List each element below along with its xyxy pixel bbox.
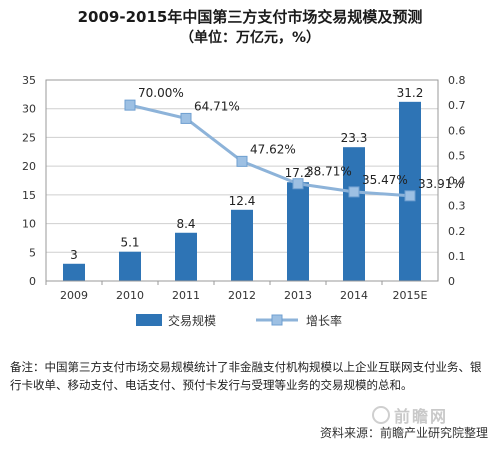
left-tick-label: 15	[22, 189, 36, 202]
right-tick-label: 0.6	[448, 124, 466, 137]
left-tick-label: 0	[29, 275, 36, 288]
legend-bar-swatch	[136, 314, 162, 326]
x-tick-label: 2009	[60, 289, 88, 302]
line-value-label: 33.91%	[418, 177, 464, 191]
source-note: 资料来源：前瞻产业研究院整理	[319, 426, 488, 440]
legend-line-marker	[271, 314, 283, 326]
left-tick-label: 35	[22, 74, 36, 87]
left-tick-label: 30	[22, 103, 36, 116]
bar-value-label: 8.4	[176, 217, 195, 231]
line-series: 70.00% 64.71% 47.62% 38.71% 35.47% 33.91%	[124, 86, 464, 202]
bar-series: 3 5.1 8.4 12.4 17.2 23.3 31.2	[63, 86, 423, 281]
line-value-label: 64.71%	[194, 99, 240, 113]
chart-area: 3 5.1 8.4 12.4 17.2 23.3 31.2 70.00% 64.71% 47.6…	[22, 74, 466, 328]
x-tick-label: 2010	[116, 289, 144, 302]
bar	[231, 209, 253, 281]
right-tick-label: 0.7	[448, 99, 466, 112]
bar	[287, 182, 309, 281]
bar-value-label: 5.1	[120, 236, 139, 250]
right-tick-label: 0.4	[448, 175, 466, 188]
left-tick-label: 5	[29, 246, 36, 259]
plot-border	[45, 79, 439, 282]
x-tick-label: 2014	[340, 289, 368, 302]
line-value-label: 38.71%	[306, 165, 352, 179]
legend-line-label: 增长率	[306, 313, 342, 328]
growth-line	[129, 103, 411, 198]
right-tick-label: 0.1	[448, 250, 466, 263]
right-tick-label: 0.3	[448, 200, 466, 213]
left-tick-label: 25	[22, 131, 36, 144]
line-value-label: 35.47%	[362, 173, 408, 187]
x-tick-label: 2013	[284, 289, 312, 302]
bar-value-label: 12.4	[229, 194, 256, 208]
right-tick-label: 0.5	[448, 149, 466, 162]
legend-bar-label: 交易规模	[168, 313, 216, 328]
x-tick-label: 2011	[172, 289, 200, 302]
line-value-label: 70.00%	[138, 86, 184, 100]
legend: 交易规模 增长率	[136, 313, 342, 328]
left-tick-label: 20	[22, 160, 36, 173]
bar	[119, 251, 141, 281]
bar	[63, 263, 85, 281]
line-point	[348, 186, 360, 198]
line-point	[404, 190, 416, 202]
axes: 0 5 10 15 20 25 30 35 0 0.1 0.2 0.3 0.4 0.5 0.6 0.7 0.8 2…	[22, 74, 466, 302]
watermark: 前瞻网	[372, 403, 448, 427]
chart-title: 2009-2015年中国第三方支付市场交易规模及预测	[77, 8, 423, 26]
x-tick-label: 2015E	[393, 289, 428, 302]
bar	[175, 232, 197, 281]
watermark-text: 前瞻网	[394, 407, 449, 426]
left-tick-label: 10	[22, 218, 36, 231]
line-point	[292, 178, 304, 190]
line-value-label: 47.62%	[250, 142, 296, 156]
footnote: 备注：中国第三方支付市场交易规模统计了非金融支付机构规模以上企业互联网支付业务、…	[10, 360, 482, 392]
right-tick-label: 0.2	[448, 225, 466, 238]
bar-value-label: 31.2	[397, 86, 424, 100]
right-tick-label: 0	[448, 275, 455, 288]
bar-value-label: 23.3	[341, 131, 368, 145]
chart-subtitle: （单位：万亿元，%）	[179, 30, 321, 46]
line-point	[236, 155, 248, 167]
line-point	[180, 112, 192, 124]
line-point	[124, 99, 136, 111]
bar-value-label: 3	[70, 248, 78, 262]
bar-value-label: 17.2	[285, 166, 312, 180]
x-tick-label: 2012	[228, 289, 256, 302]
bar	[343, 147, 365, 281]
right-tick-label: 0.8	[448, 74, 466, 87]
watermark-logo-icon	[372, 406, 390, 424]
